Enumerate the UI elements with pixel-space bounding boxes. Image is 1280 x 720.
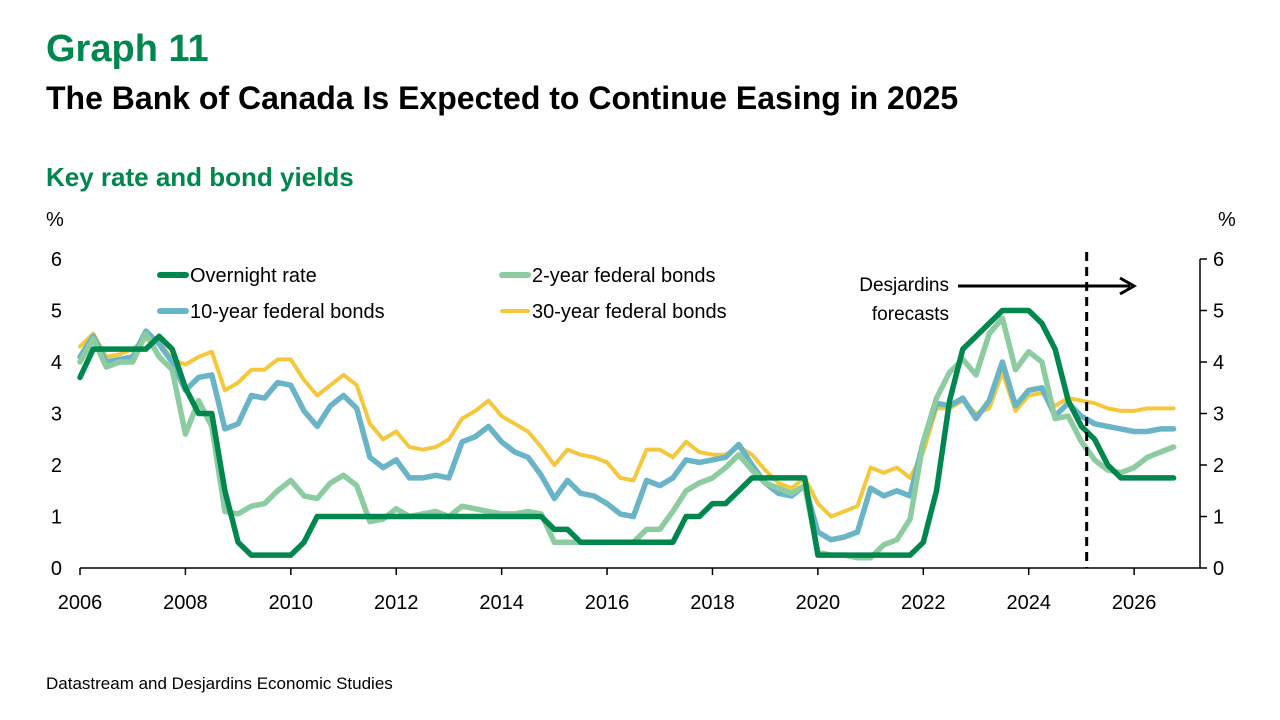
forecast-annotation-line2: forecasts: [872, 304, 949, 325]
x-tick-label: 2020: [796, 592, 841, 614]
x-tick-label: 2006: [58, 592, 103, 614]
series-line-two-year: [77, 315, 1177, 561]
y-tick-label-right: 5: [1213, 301, 1224, 323]
y-tick-label-left: 2: [51, 455, 62, 477]
legend-label-ten-year: 10-year federal bonds: [190, 301, 385, 323]
legend-label-thirty-year: 30-year federal bonds: [532, 301, 727, 323]
x-tick-label: 2014: [479, 592, 524, 614]
legend: Overnight rate 2-year federal bonds 10-yea…: [157, 265, 727, 323]
y-tick-label-left: 3: [51, 404, 62, 426]
y-tick-label-right: 6: [1213, 249, 1224, 271]
x-tick-label: 2012: [374, 592, 419, 614]
series-line-ten-year: [77, 328, 1177, 543]
axes: 0 0 1 1 2 2 3 3 4 4 5 5 6 6 2006 2008 2010 2012 2014 2016 20…: [51, 249, 1224, 614]
x-tick-label: 2024: [1006, 592, 1051, 614]
series-line-overnight: [77, 307, 1177, 558]
y-axis-unit-left: %: [46, 209, 64, 231]
chart-title: The Bank of Canada Is Expected to Contin…: [46, 80, 959, 116]
x-tick-label: 2022: [901, 592, 946, 614]
series-line-thirty-year: [78, 331, 1176, 519]
source-note: Datastream and Desjardins Economic Studi…: [46, 674, 393, 693]
y-tick-label-left: 5: [51, 301, 62, 323]
x-tick-label: 2010: [269, 592, 314, 614]
forecast-arrow-head: [1119, 276, 1138, 296]
legend-label-two-year: 2-year federal bonds: [532, 265, 715, 287]
y-tick-label-left: 4: [51, 352, 62, 374]
x-tick-label: 2026: [1112, 592, 1157, 614]
y-axis-unit-right: %: [1218, 209, 1236, 231]
legend-label-overnight: Overnight rate: [190, 265, 317, 287]
x-tick-label: 2018: [690, 592, 735, 614]
y-tick-label-right: 4: [1213, 352, 1224, 374]
graph-number: Graph 11: [46, 28, 209, 70]
y-tick-label-right: 3: [1213, 404, 1224, 426]
y-tick-label-left: 0: [51, 558, 62, 580]
y-tick-label-left: 6: [51, 249, 62, 271]
forecast-annotation-line1: Desjardins: [859, 275, 949, 296]
y-tick-label-left: 1: [51, 507, 62, 529]
y-tick-label-right: 0: [1213, 558, 1224, 580]
y-tick-label-right: 1: [1213, 507, 1224, 529]
chart-subtitle: Key rate and bond yields: [46, 162, 354, 192]
x-tick-label: 2008: [163, 592, 208, 614]
y-tick-label-right: 2: [1213, 455, 1224, 477]
forecast-marker: [958, 252, 1138, 568]
x-tick-label: 2016: [585, 592, 630, 614]
series-lines: [77, 307, 1177, 561]
